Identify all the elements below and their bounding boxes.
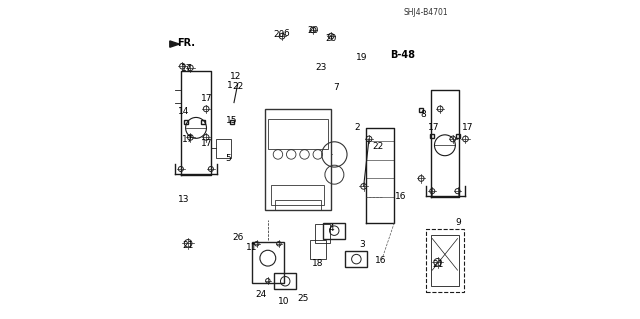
Text: SHJ4-B4701: SHJ4-B4701: [403, 8, 448, 17]
Text: 17: 17: [182, 135, 193, 145]
Text: 1: 1: [227, 81, 233, 90]
Text: B-48: B-48: [390, 49, 415, 60]
Text: 4: 4: [328, 224, 334, 233]
Text: 22: 22: [372, 142, 383, 151]
Text: 9: 9: [455, 218, 461, 226]
Bar: [274, 273, 296, 289]
Bar: [268, 119, 328, 149]
Text: 23: 23: [315, 63, 326, 72]
Text: 20: 20: [274, 30, 285, 39]
Text: 20: 20: [325, 34, 337, 43]
Polygon shape: [170, 41, 179, 47]
Text: 5: 5: [225, 154, 231, 163]
Text: 24: 24: [255, 290, 266, 299]
Text: 25: 25: [297, 293, 308, 302]
Text: 8: 8: [420, 110, 426, 119]
Text: 17: 17: [428, 123, 439, 132]
Text: 2: 2: [354, 123, 360, 132]
Text: 15: 15: [227, 116, 238, 125]
Text: 22: 22: [233, 82, 244, 91]
Text: 16: 16: [395, 192, 406, 201]
Text: 10: 10: [278, 297, 289, 306]
Bar: [271, 185, 324, 205]
Bar: [216, 139, 232, 158]
Text: 17: 17: [201, 94, 212, 103]
Text: 7: 7: [333, 83, 339, 92]
Bar: [431, 235, 459, 286]
Text: FR.: FR.: [177, 38, 195, 48]
Bar: [346, 251, 367, 267]
Text: 18: 18: [312, 259, 323, 268]
Bar: [323, 223, 346, 239]
Text: 16: 16: [375, 256, 387, 264]
Text: 21: 21: [182, 241, 193, 250]
Text: 13: 13: [178, 196, 189, 204]
Text: 20: 20: [307, 26, 319, 35]
Text: 21: 21: [432, 260, 444, 269]
Bar: [265, 109, 331, 210]
Text: 17: 17: [181, 64, 192, 73]
Text: 26: 26: [233, 234, 244, 242]
Bar: [252, 242, 284, 283]
Text: 17: 17: [201, 138, 212, 148]
Text: 11: 11: [246, 243, 257, 252]
Text: 14: 14: [178, 107, 189, 116]
Bar: [275, 200, 321, 210]
Text: 19: 19: [356, 53, 367, 62]
Text: 12: 12: [230, 72, 241, 81]
Text: 6: 6: [283, 28, 289, 38]
Text: 17: 17: [462, 123, 474, 132]
Bar: [315, 224, 330, 243]
Bar: [310, 240, 326, 259]
Text: 3: 3: [359, 240, 365, 249]
Bar: [426, 229, 464, 292]
